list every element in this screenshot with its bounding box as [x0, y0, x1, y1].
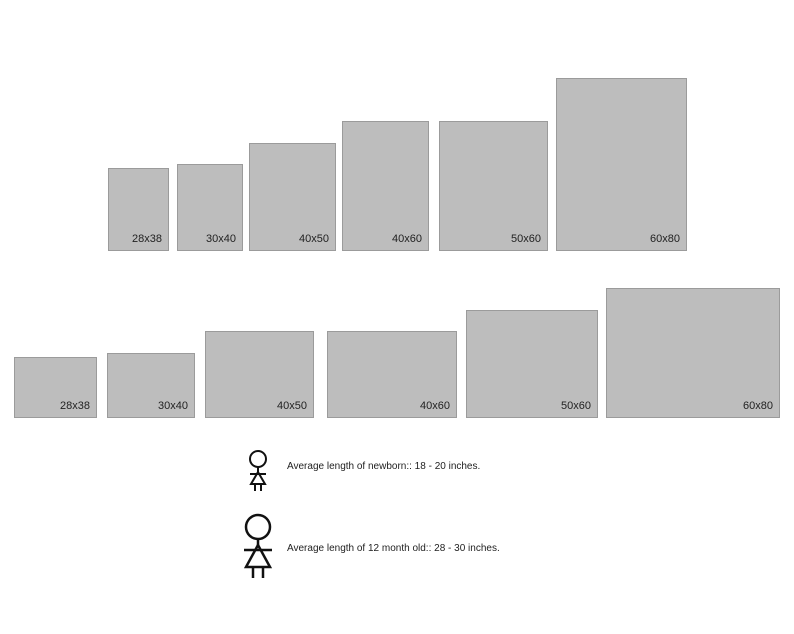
- landscape-size-50x60: 50x60: [466, 310, 598, 418]
- size-label: 60x80: [650, 233, 680, 245]
- size-label: 28x38: [60, 400, 90, 412]
- size-label: 30x40: [206, 233, 236, 245]
- size-label: 60x80: [743, 400, 773, 412]
- newborn-length-text: Average length of newborn:: 18 - 20 inch…: [287, 461, 481, 472]
- size-label: 40x50: [277, 400, 307, 412]
- size-label: 40x50: [299, 233, 329, 245]
- portrait-size-40x50: 40x50: [249, 143, 336, 251]
- size-label: 50x60: [511, 233, 541, 245]
- size-label: 40x60: [420, 400, 450, 412]
- toddler-figure-icon: [243, 513, 273, 578]
- baby-figure-icon: [249, 450, 267, 491]
- size-label: 40x60: [392, 233, 422, 245]
- portrait-size-60x80: 60x80: [556, 78, 687, 251]
- size-label: 50x60: [561, 400, 591, 412]
- landscape-size-40x50: 40x50: [205, 331, 314, 418]
- landscape-size-60x80: 60x80: [606, 288, 780, 418]
- size-label: 30x40: [158, 400, 188, 412]
- size-label: 28x38: [132, 233, 162, 245]
- landscape-size-40x60: 40x60: [327, 331, 457, 418]
- twelve-month-length-text: Average length of 12 month old:: 28 - 30…: [287, 543, 500, 554]
- landscape-size-30x40: 30x40: [107, 353, 195, 418]
- portrait-size-30x40: 30x40: [177, 164, 243, 251]
- portrait-size-40x60: 40x60: [342, 121, 429, 251]
- portrait-size-28x38: 28x38: [108, 168, 169, 251]
- portrait-size-50x60: 50x60: [439, 121, 548, 251]
- landscape-size-28x38: 28x38: [14, 357, 97, 418]
